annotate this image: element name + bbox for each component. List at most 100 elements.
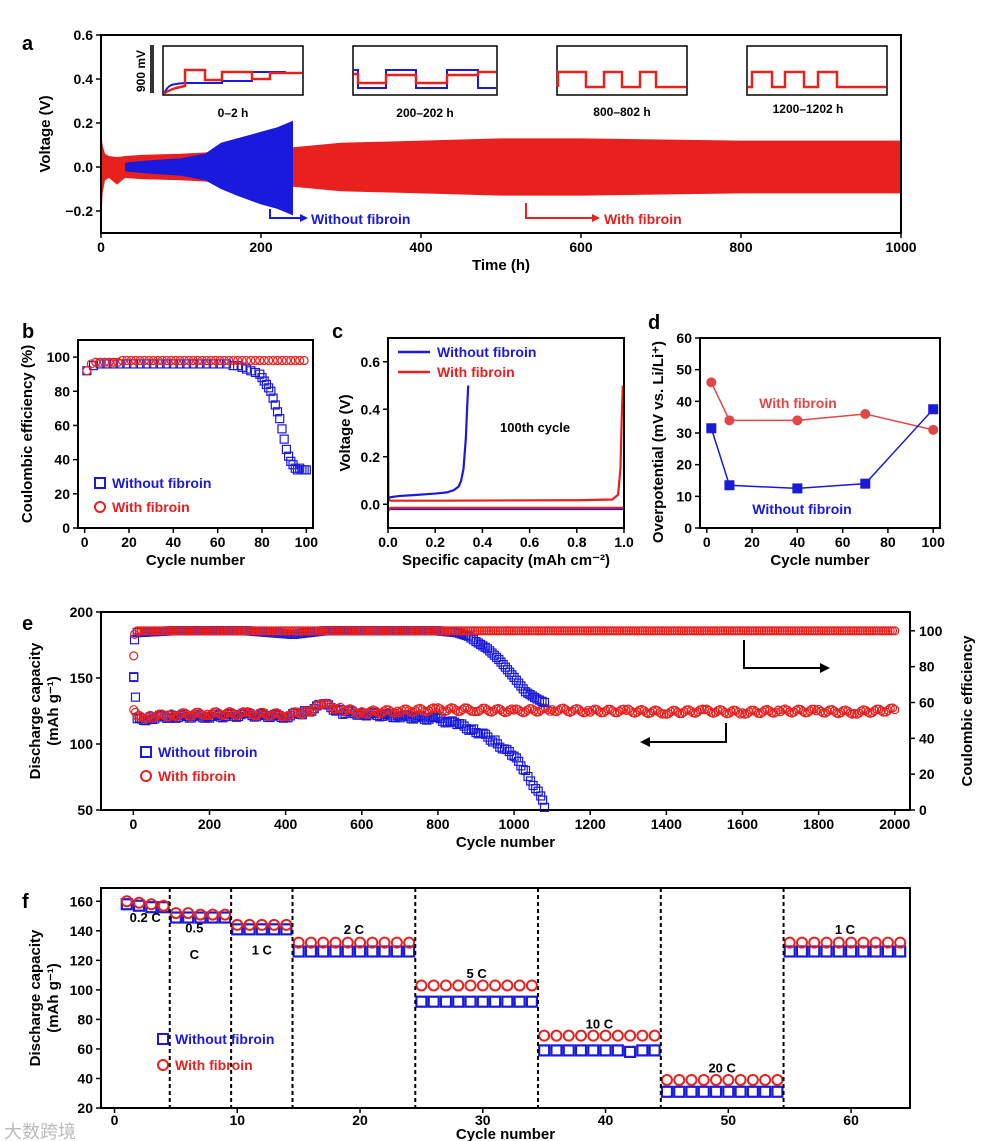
data-point-with-fibroin-ce <box>637 626 648 636</box>
data-point-with-fibroin-ce <box>853 626 863 636</box>
data-point-with-fibroin <box>237 355 247 366</box>
annotation-with-fibroin: With fibroin <box>604 211 682 227</box>
data-point-with-fibroin-ce <box>596 626 606 636</box>
data-point-with-fibroin-capacity <box>547 704 557 715</box>
data-point-with-fibroin-ce <box>573 626 583 636</box>
arrowhead <box>300 214 308 222</box>
panel-label: d <box>648 312 660 334</box>
data-point-with-fibroin-capacity <box>632 707 642 717</box>
legend-circle-marker <box>94 501 106 513</box>
data-point-with-fibroin-capacity <box>267 710 277 720</box>
data-point-without-fibroin-ce <box>539 697 550 708</box>
x-tick-label: 800 <box>426 816 450 832</box>
data-point-with-fibroin-ce <box>697 626 707 636</box>
data-point-with-fibroin <box>562 1029 575 1042</box>
data-point-with-fibroin <box>206 355 216 366</box>
data-point-with-fibroin-ce <box>736 626 746 636</box>
data-point-with-fibroin <box>525 979 538 992</box>
data-point-with-fibroin-ce <box>207 626 217 636</box>
data-point-with-fibroin-ce <box>225 626 236 636</box>
data-point-with-fibroin-ce <box>890 626 900 636</box>
data-point-with-fibroin-ce <box>477 626 487 636</box>
data-point-with-fibroin-capacity <box>354 708 365 719</box>
data-point-with-fibroin-ce <box>580 626 590 636</box>
data-point-without-fibroin-capacity <box>483 732 493 742</box>
y-tick-label: 0.0 <box>361 496 381 512</box>
rate-label: 5 C <box>467 966 488 981</box>
axes-frame <box>100 887 911 1109</box>
data-point-with-fibroin-ce <box>413 626 423 636</box>
data-point-with-fibroin-ce <box>734 626 744 636</box>
data-point-with-fibroin-ce <box>557 626 567 636</box>
data-point-with-fibroin-capacity <box>379 706 389 716</box>
data-point-with-fibroin-ce <box>764 626 774 636</box>
rate-label: 1 C <box>252 942 273 957</box>
data-point-with-fibroin-ce <box>670 626 680 636</box>
legend-square-marker <box>94 477 106 489</box>
data-point-with-fibroin-capacity <box>744 707 754 717</box>
data-point-with-fibroin-ce <box>346 626 356 636</box>
data-point-with-fibroin-ce <box>385 626 395 636</box>
data-point-with-fibroin-capacity <box>189 709 199 719</box>
data-point-with-fibroin-ce <box>786 626 797 636</box>
data-point-with-fibroin-ce <box>711 626 721 636</box>
data-point-with-fibroin <box>599 1029 612 1042</box>
data-point-with-fibroin-ce <box>470 626 480 636</box>
data-point-without-fibroin <box>599 1044 612 1057</box>
data-point-with-fibroin <box>157 355 167 366</box>
data-point-with-fibroin-capacity <box>220 709 230 720</box>
x-tick-label: 1800 <box>803 816 834 832</box>
y-tick-label: 0.2 <box>74 115 94 131</box>
data-point-with-fibroin-ce <box>812 626 822 636</box>
data-point-without-fibroin <box>734 1085 747 1098</box>
legend-circle-marker <box>157 1059 169 1071</box>
data-point-with-fibroin-ce <box>465 626 476 636</box>
data-point-with-fibroin <box>673 1073 686 1086</box>
data-point-with-fibroin-ce <box>520 626 531 636</box>
data-point-with-fibroin-ce <box>608 626 618 636</box>
data-point-with-fibroin-ce <box>688 626 698 636</box>
data-point-with-fibroin-ce <box>855 626 865 636</box>
x-tick-label: 1600 <box>727 816 758 832</box>
data-point-with-fibroin-ce <box>555 626 565 636</box>
data-point-without-fibroin <box>353 945 367 958</box>
data-point-with-fibroin-ce <box>328 626 338 636</box>
data-point-with-fibroin-capacity <box>307 706 317 716</box>
data-point-with-fibroin-ce <box>316 626 327 636</box>
data-point-with-fibroin-ce <box>431 626 441 636</box>
y-tick-label: 150 <box>70 670 94 686</box>
data-point-with-fibroin-ce <box>420 626 430 636</box>
y-axis-label: Coulombic efficiency (%) <box>19 345 36 523</box>
series-label-with-fibroin: With fibroin <box>759 395 837 411</box>
x-axis-label: Cycle number <box>456 1126 555 1141</box>
data-point-with-fibroin-ce <box>139 626 149 636</box>
data-point-with-fibroin-ce <box>807 626 817 636</box>
data-point-with-fibroin-ce <box>883 626 893 636</box>
panel-label: b <box>22 321 34 343</box>
data-point-with-fibroin-capacity <box>764 706 774 716</box>
x-tick-label: 0.6 <box>520 534 540 550</box>
data-point-with-fibroin <box>133 896 146 909</box>
data-point-without-fibroin-capacity <box>480 729 491 739</box>
y-tick-label: 60 <box>77 1041 93 1057</box>
data-point-with-fibroin-ce <box>825 626 836 636</box>
data-point-without-fibroin <box>488 995 502 1008</box>
data-point-with-fibroin-ce <box>248 626 258 636</box>
data-point-with-fibroin-capacity <box>883 705 893 715</box>
data-point-with-fibroin-capacity <box>404 706 414 716</box>
data-point-with-fibroin <box>280 918 293 931</box>
data-point-without-fibroin-capacity <box>442 718 453 728</box>
data-point-without-fibroin <box>820 945 833 958</box>
data-point-with-fibroin <box>179 355 190 366</box>
data-point-with-fibroin-ce <box>307 626 317 636</box>
data-point-with-fibroin-ce <box>486 626 496 636</box>
scale-bar-label: 900 mV <box>134 50 148 92</box>
data-point-with-fibroin-ce <box>187 626 197 636</box>
data-point-with-fibroin-capacity <box>711 707 721 717</box>
data-point-with-fibroin <box>820 936 833 949</box>
data-point-without-fibroin <box>317 945 330 958</box>
data-point-with-fibroin <box>166 355 176 366</box>
y-tick-label: 40 <box>54 452 70 468</box>
data-point-with-fibroin-capacity <box>435 704 445 714</box>
